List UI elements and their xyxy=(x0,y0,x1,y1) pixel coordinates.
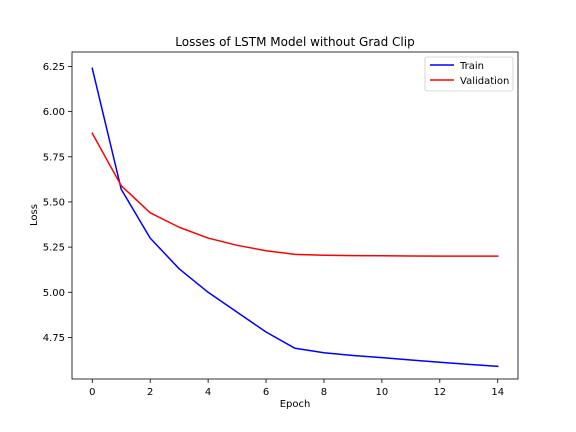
x-tick-label: 2 xyxy=(147,387,153,398)
chart-title: Losses of LSTM Model without Grad Clip xyxy=(175,35,414,49)
y-tick-label: 5.00 xyxy=(43,288,65,299)
x-tick-label: 4 xyxy=(205,387,211,398)
y-tick-label: 5.25 xyxy=(43,243,65,254)
y-tick-label: 5.75 xyxy=(43,152,65,163)
x-tick-label: 8 xyxy=(321,387,327,398)
y-tick-label: 5.50 xyxy=(43,197,65,208)
x-tick-label: 12 xyxy=(433,387,446,398)
x-tick-label: 10 xyxy=(376,387,389,398)
legend-validation-label: Validation xyxy=(460,76,509,87)
legend: Train Validation xyxy=(425,57,513,91)
series-line-validation xyxy=(92,133,497,256)
x-tick-label: 6 xyxy=(263,387,269,398)
y-tick-label: 6.25 xyxy=(43,62,65,73)
x-tick-label: 0 xyxy=(89,387,95,398)
series-line-train xyxy=(92,68,497,366)
y-tick-label: 4.75 xyxy=(43,333,65,344)
y-tick-label: 6.00 xyxy=(43,107,65,118)
plot-area xyxy=(92,68,497,366)
x-tick-label: 14 xyxy=(491,387,504,398)
plot-frame xyxy=(72,52,518,379)
x-axis-label: Epoch xyxy=(280,399,311,410)
y-axis-label: Loss xyxy=(29,204,40,226)
legend-train-label: Train xyxy=(459,61,484,72)
